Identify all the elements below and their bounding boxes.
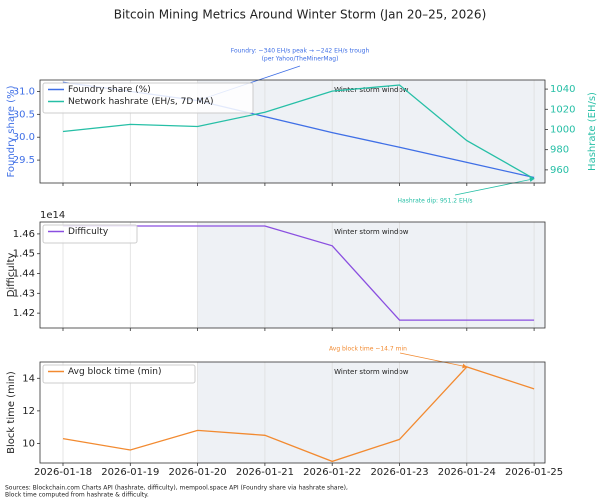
y-tick-label: 1.42 [13, 308, 35, 319]
y2-tick-label: 960 [550, 165, 569, 176]
y-tick-label: 12 [22, 406, 35, 417]
footnote: Block time computed from hashrate & diff… [5, 492, 149, 499]
y-axis-label: Difficulty [6, 253, 17, 298]
x-tick-label: 2026-01-23 [370, 467, 428, 478]
shade-label: Winter storm window [334, 228, 409, 236]
shade-label: Winter storm window [334, 86, 409, 94]
y-tick-label: 30.5 [13, 109, 35, 120]
y-tick-label: 1.43 [13, 288, 35, 299]
axes-frame [39, 221, 546, 329]
y-tick-label: 1.44 [13, 269, 35, 280]
y2-axis-label: Hashrate (EH/s) [587, 92, 598, 171]
y-tick-label: 10 [22, 438, 35, 449]
x-tick-label: 2026-01-22 [303, 467, 361, 478]
footnote: Sources: Blockchain.com Charts API (hash… [5, 485, 348, 492]
y-tick-label: 30.0 [13, 132, 35, 143]
series-line [63, 225, 535, 321]
shade-region [197, 362, 545, 463]
y2-tick-label: 1000 [550, 124, 575, 135]
legend-label: Foundry share (%) [68, 85, 151, 95]
legend-label: Avg block time (min) [68, 367, 161, 377]
x-tick-label: 2026-01-19 [101, 467, 159, 478]
shade-region [197, 80, 545, 183]
axes-frame [39, 361, 546, 464]
y2-tick-label: 1040 [550, 84, 575, 95]
annotation: Foundry: ~340 EH/s peak → ~242 EH/s trou… [231, 48, 370, 55]
x-tick-label: 2026-01-18 [34, 467, 92, 478]
y-axis-label: Foundry share (%) [6, 85, 17, 177]
y-tick-label: 14 [22, 373, 35, 384]
y2-tick-label: 1020 [550, 104, 575, 115]
x-tick-label: 2026-01-20 [169, 467, 227, 478]
legend-box [42, 224, 138, 244]
legend-box [42, 82, 254, 114]
shade-region [197, 222, 545, 328]
y-tick-label: 29.5 [13, 155, 35, 166]
y-tick-label: 31.0 [13, 86, 35, 97]
chart-title: Bitcoin Mining Metrics Around Winter Sto… [114, 8, 487, 22]
x-tick-label: 2026-01-21 [236, 467, 294, 478]
legend-label: Network hashrate (EH/s, 7D MA) [68, 97, 214, 107]
y-tick-label: 1.46 [13, 229, 35, 240]
x-tick-label: 2026-01-24 [438, 467, 496, 478]
y2-tick-label: 980 [550, 145, 569, 156]
offset-label: 1e14 [40, 210, 65, 221]
annotation: Hashrate dip: 951.2 EH/s [398, 198, 473, 205]
legend-label: Difficulty [68, 227, 109, 237]
legend-box [42, 364, 196, 384]
annotation: (per Yahoo/TheMinerMag) [262, 56, 339, 63]
x-tick-label: 2026-01-25 [505, 467, 563, 478]
annotation-arrow [399, 352, 468, 369]
series-line [62, 84, 535, 180]
annotation-arrow [454, 177, 535, 196]
shade-label: Winter storm window [334, 368, 409, 376]
annotation: Avg block time ~14.7 min [329, 346, 407, 353]
axes-frame [39, 79, 546, 184]
y-axis-label: Block time (min) [6, 371, 17, 454]
series-line [62, 366, 535, 463]
y-tick-label: 1.45 [13, 249, 35, 260]
